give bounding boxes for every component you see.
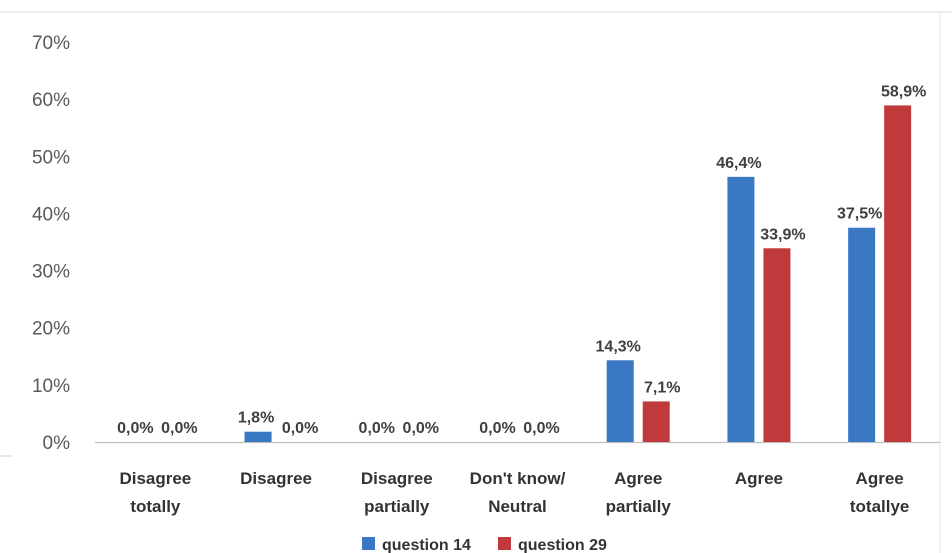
x-category-label-line: Don't know/ bbox=[470, 469, 566, 488]
x-category-label: Agree totallye bbox=[850, 469, 910, 516]
data-label: 1,8% bbox=[238, 410, 274, 427]
y-tick-label: 10% bbox=[32, 376, 70, 397]
x-category-label: Disagree partially bbox=[361, 469, 433, 516]
y-tick-label: 50% bbox=[32, 147, 70, 168]
data-label: 33,9% bbox=[760, 226, 805, 243]
x-category-label-line: Disagree bbox=[240, 469, 312, 488]
data-label: 0,0% bbox=[523, 420, 559, 437]
y-tick-label: 30% bbox=[32, 262, 70, 283]
x-category-label-line: partially bbox=[606, 497, 672, 516]
x-category-label: Don't know/Neutral bbox=[470, 469, 566, 516]
data-label: 14,3% bbox=[596, 338, 641, 355]
y-tick-label: 60% bbox=[32, 90, 70, 111]
y-tick-label: 20% bbox=[32, 319, 70, 340]
x-category-label-line: Agree bbox=[614, 469, 662, 488]
x-category-label-line: totally bbox=[130, 497, 181, 516]
y-tick-label: 0% bbox=[43, 433, 71, 454]
x-category-label: Agree bbox=[735, 469, 783, 488]
x-category-label-line: Agree bbox=[735, 469, 783, 488]
data-label: 0,0% bbox=[282, 420, 318, 437]
bar-question-29 bbox=[642, 401, 670, 442]
x-category-label: Agree partially bbox=[606, 469, 672, 516]
data-label: 46,4% bbox=[716, 155, 761, 172]
x-category-label-line: Neutral bbox=[488, 497, 547, 516]
bar-question-14 bbox=[606, 360, 634, 442]
legend-swatch bbox=[362, 537, 375, 550]
y-tick-label: 70% bbox=[32, 33, 70, 54]
legend-label: question 29 bbox=[518, 537, 607, 553]
bar-question-29 bbox=[884, 105, 912, 442]
legend-swatch bbox=[498, 537, 511, 550]
legend-label: question 14 bbox=[382, 537, 471, 553]
y-tick-label: 40% bbox=[32, 204, 70, 225]
x-category-label: Disagree totally bbox=[119, 469, 191, 516]
data-label: 0,0% bbox=[117, 420, 153, 437]
bar-question-14 bbox=[727, 176, 755, 442]
x-category-label-line: partially bbox=[364, 497, 430, 516]
bar-question-29 bbox=[763, 248, 791, 442]
bar-question-14 bbox=[244, 431, 272, 442]
data-label: 0,0% bbox=[479, 420, 515, 437]
data-label: 58,9% bbox=[881, 83, 926, 100]
x-category-label: Disagree bbox=[240, 469, 312, 488]
data-label: 0,0% bbox=[161, 420, 197, 437]
data-label: 0,0% bbox=[403, 420, 439, 437]
bar-question-14 bbox=[848, 227, 876, 442]
data-label: 7,1% bbox=[644, 379, 680, 396]
x-category-label-line: Agree bbox=[856, 469, 904, 488]
x-category-label-line: Disagree bbox=[361, 469, 433, 488]
x-category-label-line: totallye bbox=[850, 497, 910, 516]
x-category-label-line: Disagree bbox=[119, 469, 191, 488]
data-label: 0,0% bbox=[359, 420, 395, 437]
data-label: 37,5% bbox=[837, 206, 882, 223]
